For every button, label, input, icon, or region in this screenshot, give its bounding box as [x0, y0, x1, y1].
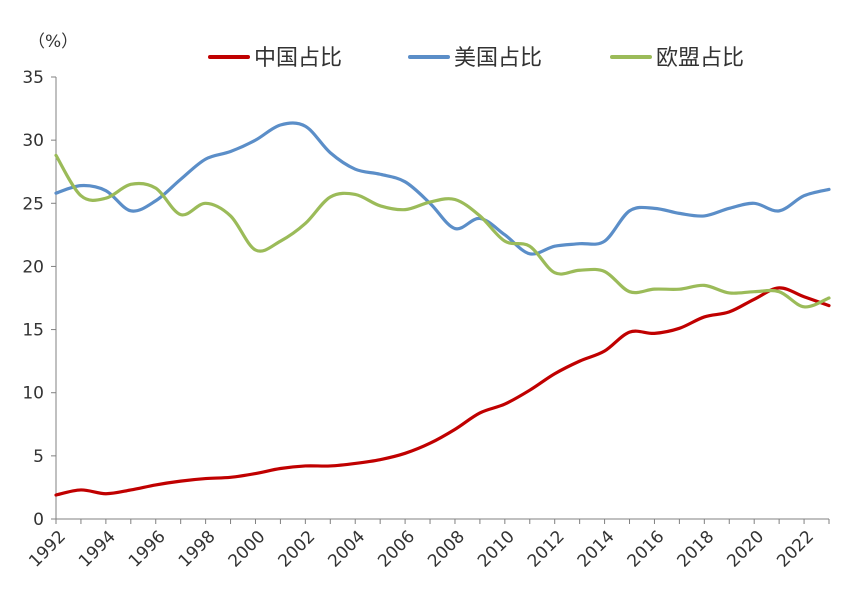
y-tick-label: 25 [22, 194, 44, 214]
legend-item-us: 美国占比 [408, 46, 542, 71]
y-tick-label: 15 [22, 321, 44, 341]
y-tick-label: 30 [22, 131, 44, 151]
x-tick-label: 1992 [25, 527, 70, 572]
x-tick-label: 2000 [225, 527, 270, 572]
legend-label: 美国占比 [454, 46, 542, 71]
x-tick-label: 2008 [424, 527, 469, 572]
x-tick-label: 2014 [574, 527, 619, 572]
x-axis-ticks: 1992 1994 1996 1998 2000 2002 2004 2006 2008 2010… [25, 519, 830, 572]
x-tick-label: 1998 [175, 527, 220, 572]
x-tick-label: 2006 [374, 527, 419, 572]
y-tick-label: 35 [22, 68, 44, 88]
x-tick-label: 2022 [773, 527, 818, 572]
x-tick-label: 2004 [324, 527, 369, 572]
legend: 中国占比 美国占比 欧盟占比 [208, 46, 744, 71]
axes [55, 77, 829, 520]
x-tick-label: 1994 [75, 527, 120, 572]
x-tick-label: 2010 [474, 527, 519, 572]
y-axis-unit-label: （%） [28, 32, 78, 52]
y-tick-label: 20 [22, 257, 44, 277]
legend-item-china: 中国占比 [208, 46, 342, 71]
x-tick-label: 2020 [723, 527, 768, 572]
y-tick-label: 10 [22, 384, 44, 404]
x-tick-label: 2018 [674, 527, 719, 572]
x-tick-label: 2012 [524, 527, 569, 572]
series-layer [54, 121, 831, 497]
y-tick-label: 0 [33, 510, 44, 530]
y-tick-label: 5 [33, 447, 44, 467]
us-share-line [54, 121, 831, 256]
y-axis-ticks: 0 5 10 15 20 25 30 35 [22, 68, 56, 530]
legend-label: 欧盟占比 [656, 46, 744, 71]
legend-label: 中国占比 [254, 46, 342, 71]
eu-share-line [54, 153, 831, 309]
legend-item-eu: 欧盟占比 [610, 46, 744, 71]
china-share-line [54, 286, 831, 497]
x-tick-label: 1996 [125, 527, 170, 572]
x-tick-label: 2002 [275, 527, 320, 572]
x-tick-label: 2016 [624, 527, 669, 572]
